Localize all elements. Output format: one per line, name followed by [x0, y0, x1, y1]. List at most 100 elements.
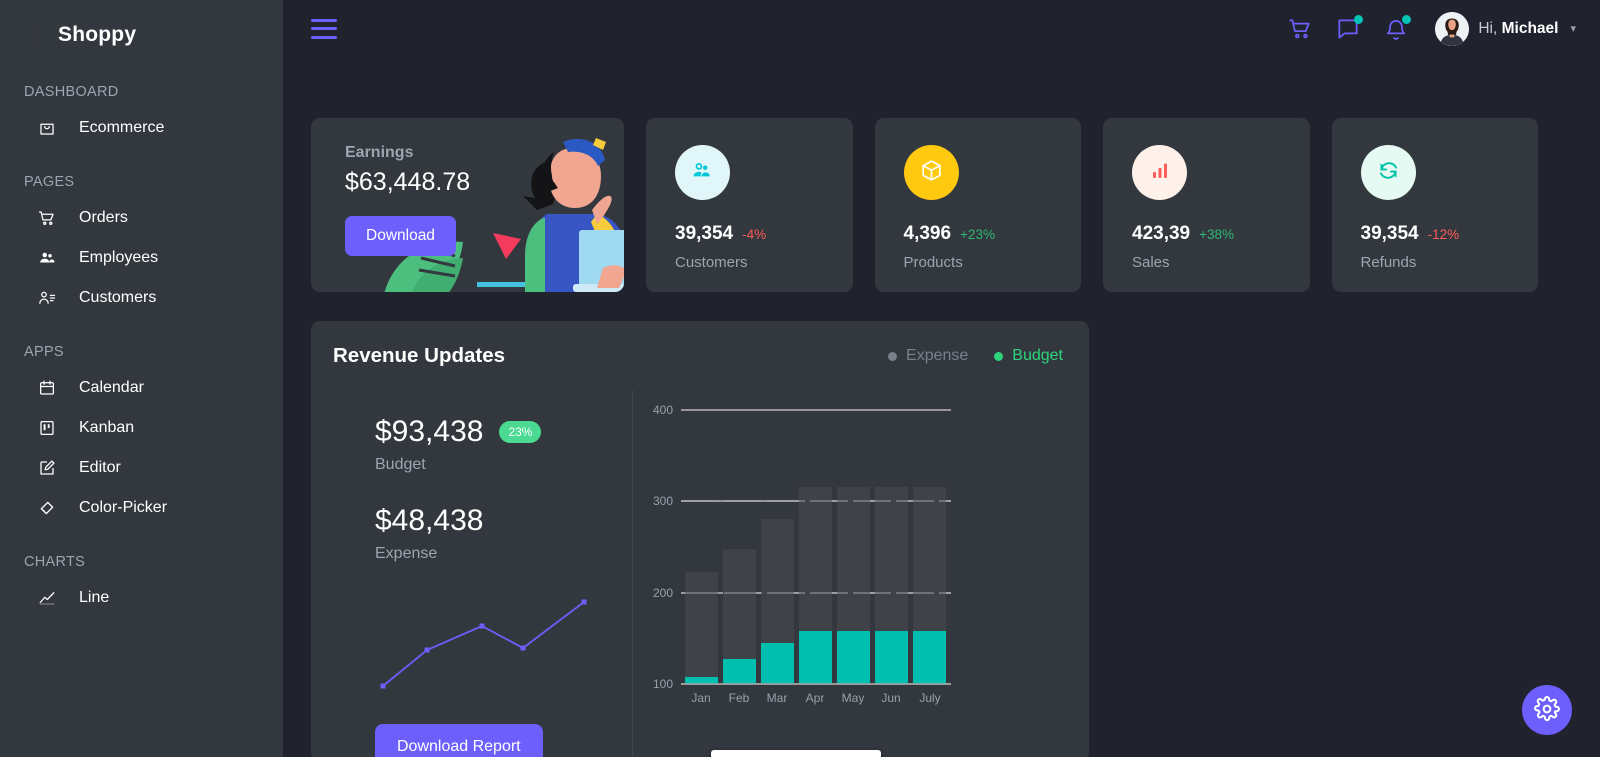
revenue-panel: Revenue Updates Expense Budget [311, 321, 1089, 757]
moon-logo-icon [24, 24, 47, 47]
download-report-button[interactable]: Download Report [375, 724, 543, 757]
sidebar-item-label: Line [79, 589, 110, 606]
sidebar-item-kanban[interactable]: Kanban [0, 408, 283, 448]
sidebar-item-employees[interactable]: Employees [0, 238, 283, 278]
sidebar-item-label: Kanban [79, 419, 135, 436]
sidebar-item-label: Ecommerce [79, 119, 165, 136]
revenue-body: $93,438 23% Budget $48,438 Expense [333, 390, 1063, 757]
earnings-value: $63,448.78 [345, 168, 471, 196]
chevron-down-icon: ▾ [1570, 23, 1576, 35]
budget-row: $93,438 23% [375, 415, 632, 449]
page-title: Revenue Updates [333, 344, 506, 367]
stat-label: Sales [1132, 254, 1170, 271]
avatar [1435, 11, 1470, 46]
people-icon [690, 158, 715, 188]
stat-value: 4,396 [903, 223, 952, 244]
sidebar-section-pages: PAGES [24, 174, 75, 190]
sidebar-item-label: Customers [79, 289, 157, 306]
user-name: Michael [1501, 19, 1559, 37]
revenue-summary: $93,438 23% Budget $48,438 Expense [333, 390, 633, 757]
stat-numbers: 423,39 +38% [1132, 223, 1310, 245]
box-icon [919, 158, 944, 188]
sidebar-item-ecommerce[interactable]: Ecommerce [0, 108, 283, 148]
color-picker-icon [38, 499, 56, 517]
sidebar-section-dashboard: DASHBOARD [24, 84, 119, 100]
chat-badge-dot [1354, 14, 1364, 24]
stat-icon-wrap [1132, 145, 1187, 200]
sidebar-item-calendar[interactable]: Calendar [0, 368, 283, 408]
stat-icon-wrap [903, 145, 959, 200]
stat-card-customers[interactable]: 39,354 -4% Customers [646, 118, 853, 292]
topbar-actions: Hi, Michael ▾ [1287, 11, 1576, 46]
shopping-cart-icon [38, 209, 56, 227]
sidebar-item-label: Color-Picker [79, 499, 168, 516]
stat-delta: -12% [1427, 227, 1460, 242]
sidebar-item-label: Editor [79, 459, 121, 476]
earnings-card: Earnings $63,448.78 Download [311, 118, 624, 292]
refresh-icon [1376, 158, 1401, 188]
stat-numbers: 39,354 -4% [675, 223, 853, 245]
legend-item-expense[interactable]: Expense [888, 347, 968, 365]
calendar-icon [38, 379, 56, 397]
stat-label: Refunds [1360, 254, 1417, 271]
sidebar-item-editor[interactable]: Editor [0, 448, 283, 488]
main-content: Hi, Michael ▾ [283, 0, 1600, 757]
chat-icon[interactable] [1335, 14, 1364, 42]
budget-value: $93,438 [375, 415, 484, 448]
legend-label: Budget [1012, 347, 1063, 364]
stat-label: Customers [675, 254, 748, 271]
download-button[interactable]: Download [345, 216, 456, 256]
kanban-icon [38, 419, 56, 437]
greeting-text: Hi, [1478, 19, 1498, 37]
bar-chart-icon [1148, 158, 1172, 187]
sidebar-section-apps: APPS [24, 344, 64, 360]
sidebar-section-charts: CHARTS [24, 554, 86, 570]
sparkline-chart [375, 589, 632, 704]
revenue-section: Revenue Updates Expense Budget [283, 292, 1600, 757]
sidebar-item-label: Employees [79, 249, 159, 266]
earnings-label: Earnings [345, 144, 414, 161]
settings-fab-button[interactable] [1522, 685, 1572, 735]
svg-text:Feb: Feb [729, 691, 750, 705]
user-menu[interactable]: Hi, Michael ▾ [1435, 11, 1576, 46]
svg-text:May: May [842, 691, 865, 705]
brand-name: Shoppy [58, 23, 137, 46]
hamburger-icon[interactable] [311, 18, 337, 39]
shopping-cart-icon[interactable] [1287, 16, 1313, 42]
sidebar-item-label: Calendar [79, 379, 144, 396]
brand[interactable]: Shoppy [0, 12, 283, 58]
budget-percent-badge: 23% [499, 421, 542, 443]
svg-text:Apr: Apr [806, 691, 825, 705]
stat-value: 39,354 [675, 223, 734, 244]
stat-delta: +38% [1199, 227, 1235, 242]
budget-label: Budget [375, 456, 426, 473]
sidebar-item-customers[interactable]: Customers [0, 278, 283, 318]
topbar: Hi, Michael ▾ [283, 0, 1600, 57]
svg-text:300: 300 [653, 494, 673, 508]
revenue-bar-chart[interactable]: 400 300 200 100 [633, 390, 1063, 757]
edit-icon [38, 459, 56, 477]
bell-icon[interactable] [1383, 14, 1412, 42]
stat-card-sales[interactable]: 423,39 +38% Sales [1103, 118, 1310, 292]
legend-item-budget[interactable]: Budget [994, 347, 1063, 365]
svg-text:200: 200 [653, 586, 673, 600]
line-chart-icon [38, 589, 56, 607]
sidebar-item-color-picker[interactable]: Color-Picker [0, 488, 283, 528]
expense-label: Expense [375, 545, 438, 562]
stat-label: Products [903, 254, 963, 271]
stat-value: 423,39 [1132, 223, 1191, 244]
sidebar-item-line[interactable]: Line [0, 578, 283, 618]
stat-value: 39,354 [1360, 223, 1419, 244]
expense-value: $48,438 [375, 504, 484, 537]
legend-dot [888, 351, 898, 361]
user-greeting: Hi, Michael [1478, 20, 1558, 38]
stat-card-refunds[interactable]: 39,354 -12% Refunds [1331, 118, 1538, 292]
gear-icon [1534, 695, 1560, 725]
sidebar-item-orders[interactable]: Orders [0, 198, 283, 238]
stat-card-products[interactable]: 4,396 +23% Products [874, 118, 1081, 292]
customers-icon [38, 289, 56, 307]
revenue-header: Revenue Updates Expense Budget [333, 344, 1063, 368]
chart-tooltip: Budget Expense [711, 750, 882, 757]
shopping-bag-icon [38, 119, 56, 137]
